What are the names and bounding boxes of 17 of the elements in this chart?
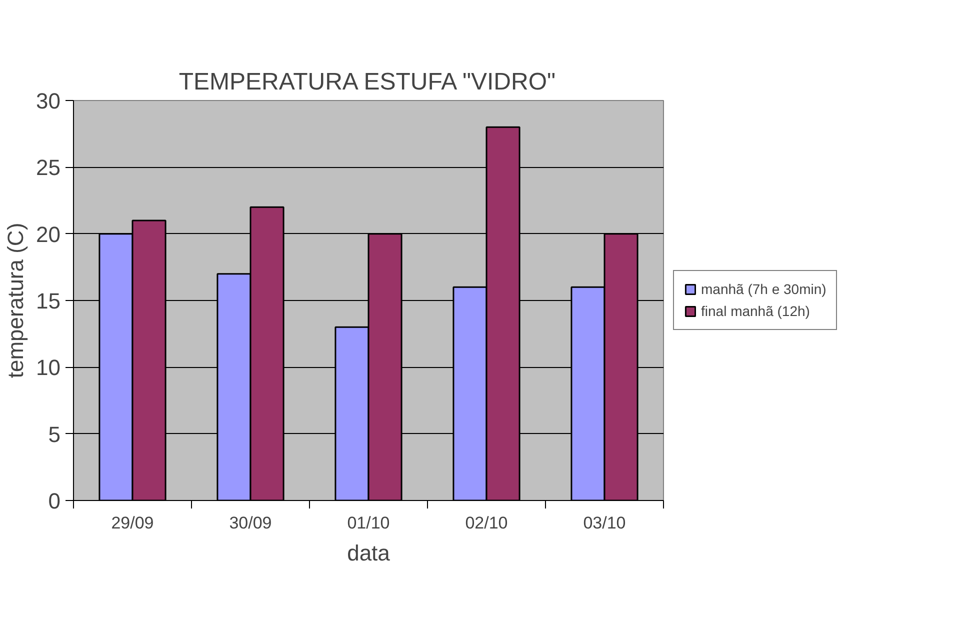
x-tick-label: 03/10 <box>583 514 626 532</box>
y-tick-label: 10 <box>36 355 61 380</box>
y-tick-label: 0 <box>48 488 61 514</box>
legend-label: manhã (7h e 30min) <box>701 281 826 297</box>
x-tick-label: 02/10 <box>465 514 508 532</box>
y-tick-label: 25 <box>36 155 61 180</box>
x-tick-label: 01/10 <box>347 514 390 532</box>
y-tick-label: 20 <box>36 222 61 247</box>
legend-label: final manhã (12h) <box>701 303 810 319</box>
y-axis-title: temperatura (C) <box>3 222 28 378</box>
x-axis-title: data <box>347 540 391 566</box>
y-tick-label: 15 <box>36 288 61 314</box>
x-tick-label: 29/09 <box>111 514 154 532</box>
x-tick-label: 30/09 <box>229 514 272 532</box>
chart-title: TEMPERATURA ESTUFA "VIDRO" <box>178 68 556 96</box>
y-tick-label: 5 <box>48 422 61 447</box>
y-tick-label: 30 <box>36 88 61 114</box>
